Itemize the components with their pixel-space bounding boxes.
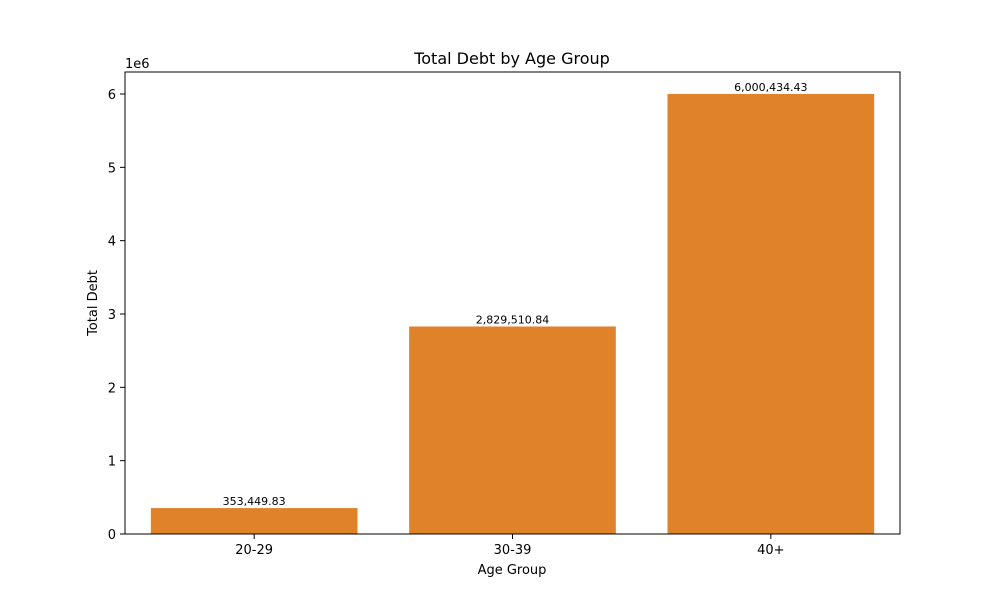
y-tick-label: 3 <box>108 308 116 323</box>
y-tick-label: 2 <box>108 381 116 396</box>
y-tick-label: 4 <box>108 235 116 250</box>
y-axis-ticks: 0 1 2 3 4 5 6 <box>108 88 125 543</box>
y-tick-label: 6 <box>108 88 116 103</box>
bar-value-label: 353,449.83 <box>223 495 286 508</box>
value-labels-group: 353,449.83 2,829,510.84 6,000,434.43 <box>223 81 808 508</box>
bars-group <box>150 93 875 534</box>
y-tick-label: 5 <box>108 161 116 176</box>
x-tick-label: 20-29 <box>235 543 273 558</box>
bar-40+ <box>667 93 875 534</box>
x-axis-ticks: 20-29 30-39 40+ <box>235 534 785 558</box>
bar-20-29 <box>150 508 358 534</box>
bar-value-label: 6,000,434.43 <box>734 81 807 94</box>
x-tick-label: 30-39 <box>494 543 532 558</box>
y-tick-label: 0 <box>108 528 116 543</box>
bar-value-label: 2,829,510.84 <box>476 314 549 327</box>
y-axis-offset-label: 1e6 <box>125 57 150 72</box>
x-axis-label: Age Group <box>478 563 547 578</box>
chart-title: Total Debt by Age Group <box>413 49 610 68</box>
y-tick-label: 1 <box>108 455 116 470</box>
plot-frame <box>124 71 901 535</box>
x-tick-label: 40+ <box>757 543 784 558</box>
y-axis-label: Total Debt <box>86 270 101 337</box>
bar-30-39 <box>409 326 616 534</box>
